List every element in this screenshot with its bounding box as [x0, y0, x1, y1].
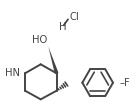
- Polygon shape: [48, 47, 59, 74]
- Text: HO: HO: [32, 35, 47, 45]
- Text: –F: –F: [119, 78, 130, 88]
- Text: H: H: [59, 22, 66, 32]
- Text: Cl: Cl: [69, 12, 79, 22]
- Text: HN: HN: [5, 68, 20, 78]
